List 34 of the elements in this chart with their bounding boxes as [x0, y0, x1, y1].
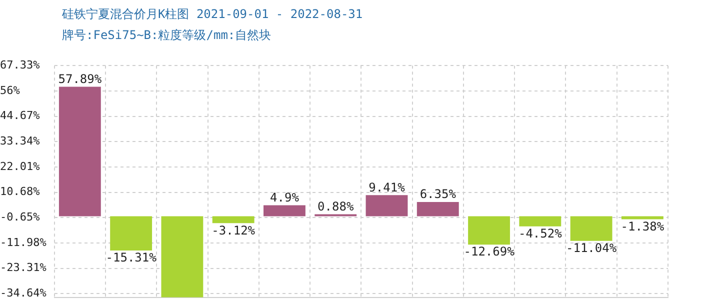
bar	[110, 216, 152, 250]
data-label: 4.9%	[270, 190, 300, 204]
bar	[519, 216, 562, 226]
y-tick-label: -23.31%	[0, 261, 47, 274]
data-label: 57.89%	[58, 72, 102, 86]
y-tick-label: 56%	[0, 84, 20, 97]
bar	[161, 216, 204, 298]
bar	[468, 216, 510, 245]
data-label: 9.41%	[368, 180, 406, 194]
data-label: -1.38%	[620, 219, 665, 234]
data-label: 6.35%	[420, 187, 457, 202]
data-label: -4.52%	[518, 226, 563, 240]
bar	[366, 195, 408, 216]
bar	[570, 216, 612, 241]
y-tick-label: -0.65%	[0, 210, 40, 224]
data-label: -11.04%	[566, 241, 618, 256]
y-tick-label: 10.68%	[0, 185, 40, 198]
y-tick-label: 22.01%	[0, 160, 40, 173]
bar	[621, 216, 664, 220]
data-label: -15.31%	[106, 250, 158, 265]
y-tick-label: 33.34%	[0, 134, 40, 148]
y-tick-label: -11.98%	[0, 236, 47, 249]
bar	[264, 205, 306, 216]
bar	[416, 202, 459, 216]
chart-title: 硅铁宁夏混合价月K柱图 2021-09-01 - 2022-08-31	[62, 6, 363, 23]
bar	[58, 86, 101, 216]
chart-subtitle: 牌号:FeSi75~B:粒度等级/mm:自然块	[62, 27, 272, 44]
bar	[212, 216, 254, 224]
data-label: -12.69%	[464, 244, 516, 259]
data-label: 0.88%	[318, 199, 354, 214]
data-label: -3.12%	[212, 223, 256, 238]
y-tick-label: -34.64%	[0, 286, 47, 300]
y-tick-label: 44.67%	[0, 109, 40, 122]
y-tick-label: 67.33%	[0, 58, 40, 72]
